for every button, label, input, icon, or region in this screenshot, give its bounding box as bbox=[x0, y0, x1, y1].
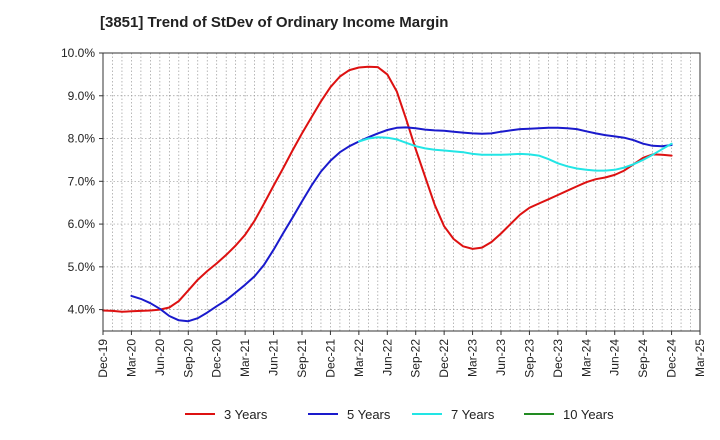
y-tick-label: 5.0% bbox=[68, 260, 96, 274]
series-line-5-years bbox=[130, 126, 673, 323]
y-axis-ticks: 4.0% 5.0% 6.0% 7.0% 8.0% 9.0% 10.0% bbox=[61, 46, 103, 317]
y-tick-label: 9.0% bbox=[68, 89, 96, 103]
y-tick-label: 8.0% bbox=[68, 132, 96, 146]
x-tick-label: Jun-23 bbox=[494, 339, 508, 376]
series-line-3-years bbox=[102, 65, 673, 313]
plot-border bbox=[102, 52, 701, 332]
x-tick-label: Dec-19 bbox=[96, 339, 110, 378]
x-tick-label: Sep-23 bbox=[522, 339, 536, 378]
series-line-7-years bbox=[357, 136, 673, 172]
x-tick-label: Sep-20 bbox=[181, 339, 195, 378]
x-tick-label: Mar-24 bbox=[579, 339, 593, 377]
x-tick-label: Mar-20 bbox=[124, 339, 138, 377]
x-tick-label: Dec-21 bbox=[323, 339, 337, 378]
x-tick-label: Dec-23 bbox=[551, 339, 565, 378]
series-layer bbox=[102, 65, 673, 323]
legend-label-3-years: 3 Years bbox=[224, 407, 268, 422]
x-tick-label: Sep-21 bbox=[295, 339, 309, 378]
x-tick-label: Sep-24 bbox=[636, 339, 650, 378]
legend-label-10-years: 10 Years bbox=[563, 407, 614, 422]
x-tick-label: Jun-24 bbox=[608, 339, 622, 376]
x-tick-label: Mar-25 bbox=[693, 339, 707, 377]
y-tick-label: 6.0% bbox=[68, 217, 96, 231]
grid-layer bbox=[103, 52, 700, 331]
x-tick-label: Dec-24 bbox=[665, 339, 679, 378]
y-tick-label: 4.0% bbox=[68, 303, 96, 317]
x-tick-label: Mar-22 bbox=[352, 339, 366, 377]
y-tick-label: 10.0% bbox=[61, 46, 95, 60]
x-tick-label: Dec-22 bbox=[437, 339, 451, 378]
x-tick-label: Jun-21 bbox=[267, 339, 281, 376]
x-tick-label: Mar-23 bbox=[466, 339, 480, 377]
x-tick-label: Dec-20 bbox=[210, 339, 224, 378]
legend-label-5-years: 5 Years bbox=[347, 407, 391, 422]
chart-title: [3851] Trend of StDev of Ordinary Income… bbox=[100, 14, 449, 31]
y-tick-label: 7.0% bbox=[68, 174, 96, 188]
x-tick-label: Sep-22 bbox=[409, 339, 423, 378]
plot-background bbox=[103, 53, 700, 331]
x-axis-ticks: Dec-19 Mar-20 Jun-20 Sep-20 Dec-20 Mar-21 Jun-… bbox=[96, 331, 707, 378]
x-tick-label: Jun-20 bbox=[153, 339, 167, 376]
legend-label-7-years: 7 Years bbox=[451, 407, 495, 422]
legend: 3 Years 5 Years 7 Years 10 Years bbox=[185, 407, 614, 422]
x-tick-label: Jun-22 bbox=[380, 339, 394, 376]
x-tick-label: Mar-21 bbox=[238, 339, 252, 377]
